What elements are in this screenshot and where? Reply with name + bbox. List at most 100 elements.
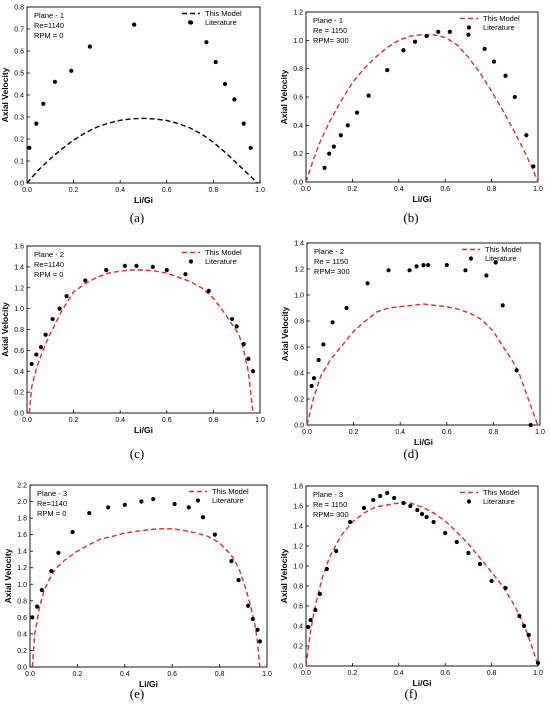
y-tick-label: 0.6 <box>293 95 303 102</box>
y-tick-label: 0.4 <box>294 371 304 378</box>
x-tick-label: 0.2 <box>348 186 358 193</box>
legend-info-line: Plane - 3 <box>37 489 67 498</box>
literature-point <box>164 267 169 273</box>
literature-point <box>414 264 419 269</box>
y-tick-label: 1.0 <box>293 564 303 571</box>
y-axis-label: Axial Velocity <box>280 306 290 361</box>
y-tick-label: 0.2 <box>17 648 27 655</box>
y-tick-label: 1.4 <box>17 549 27 556</box>
literature-point <box>412 39 418 44</box>
legend-swatch-literature <box>188 20 194 25</box>
x-tick-label: 0.2 <box>348 670 358 677</box>
literature-point <box>345 123 350 128</box>
model-curve <box>305 502 539 667</box>
chart-panel-2: 0.0 0.2 0.4 0.6 0.8 1.0 0.0 0.2 0.4 0.6 0.8 1.0 1.2 L… <box>279 10 543 226</box>
literature-point <box>186 505 191 510</box>
literature-point <box>401 48 406 53</box>
y-tick-label: 1.4 <box>294 241 304 248</box>
literature-point <box>443 530 448 536</box>
x-tick-label: 0.2 <box>69 187 79 194</box>
x-tick-label: 0.4 <box>394 186 404 193</box>
legend-info-line: RPM = 0 <box>34 270 63 279</box>
literature-point <box>426 263 431 268</box>
x-tick-label: 0.0 <box>25 671 35 678</box>
literature-point <box>212 532 217 537</box>
legend-entry-label: Literature <box>483 497 515 506</box>
literature-point <box>236 578 241 583</box>
literature-point <box>408 503 413 509</box>
literature-point <box>378 493 383 499</box>
y-tick-label: 0.8 <box>14 327 24 334</box>
literature-point <box>466 32 471 37</box>
literature-point <box>43 332 48 337</box>
x-tick-label: 0.4 <box>115 187 125 194</box>
y-tick-label: 1.2 <box>294 267 304 274</box>
y-tick-label: 0.0 <box>17 665 27 672</box>
literature-point <box>526 632 531 638</box>
y-tick-label: 0.0 <box>14 411 24 418</box>
x-tick-label: 1.0 <box>255 417 265 424</box>
x-tick-label: 0.6 <box>162 417 172 424</box>
literature-point <box>361 505 367 511</box>
y-tick-label: 1.0 <box>294 293 304 300</box>
literature-point <box>322 165 327 170</box>
panel-caption: (a) <box>130 210 144 225</box>
literature-point <box>248 145 253 150</box>
literature-point <box>122 263 127 268</box>
legend-info-line: RPM = 0 <box>37 509 66 518</box>
literature-point <box>392 495 397 501</box>
literature-point <box>132 22 137 27</box>
y-tick-label: 0.8 <box>14 5 24 12</box>
literature-point <box>311 376 317 381</box>
literature-point <box>338 133 343 138</box>
literature-point <box>421 263 426 268</box>
x-axis-label: Li/Gi <box>414 437 433 447</box>
literature-point <box>344 305 349 311</box>
x-axis-label: Li/Gi <box>413 194 432 204</box>
literature-point <box>241 342 246 347</box>
literature-point <box>257 639 262 644</box>
literature-point <box>183 272 188 277</box>
model-curve <box>28 269 254 414</box>
literature-point <box>491 59 497 64</box>
plot-frame <box>29 484 268 668</box>
panel-caption: (e) <box>130 686 144 701</box>
y-tick-label: 0.6 <box>17 615 27 622</box>
legend-info-line: Plane - 3 <box>313 490 343 499</box>
x-tick-label: 1.0 <box>535 429 545 436</box>
literature-point <box>222 81 228 87</box>
literature-point <box>330 320 335 325</box>
literature-point <box>524 133 529 138</box>
y-tick-label: 0.4 <box>14 93 24 100</box>
literature-point <box>517 613 522 619</box>
y-tick-label: 0.0 <box>293 664 303 671</box>
y-axis-label: Axial Velocity <box>279 69 289 124</box>
x-tick-label: 0.8 <box>487 186 497 193</box>
literature-point <box>489 578 494 584</box>
chart-panel-4: 0.0 0.2 0.4 0.6 0.8 1.0 0.0 0.2 0.4 0.6 0.8 1.0 1.2 1… <box>280 241 545 462</box>
legend-entry-label: This Model <box>212 487 249 496</box>
literature-point <box>493 260 498 265</box>
literature-point <box>447 29 452 34</box>
x-tick-label: 0.2 <box>73 671 83 678</box>
literature-point <box>204 40 209 45</box>
literature-point <box>64 294 69 299</box>
literature-point <box>250 616 255 622</box>
x-tick-label: 0.8 <box>489 429 499 436</box>
literature-point <box>50 316 55 322</box>
y-axis-label: Axial Velocity <box>3 548 13 603</box>
literature-point <box>503 585 508 591</box>
legend-info-line: Re=1140 <box>34 21 64 30</box>
model-curve <box>306 303 539 426</box>
y-tick-label: 0.4 <box>293 624 303 631</box>
y-tick-label: 1.4 <box>14 264 24 271</box>
literature-point <box>385 490 390 496</box>
x-tick-label: 0.0 <box>22 417 32 424</box>
legend-info-line: RPM = 0 <box>34 31 63 40</box>
literature-point <box>52 79 58 84</box>
x-tick-label: 0.6 <box>167 671 177 678</box>
y-tick-label: 0.5 <box>14 71 24 78</box>
y-tick-label: 1.2 <box>17 565 27 572</box>
literature-point <box>477 561 483 567</box>
y-tick-label: 0.4 <box>14 369 24 376</box>
